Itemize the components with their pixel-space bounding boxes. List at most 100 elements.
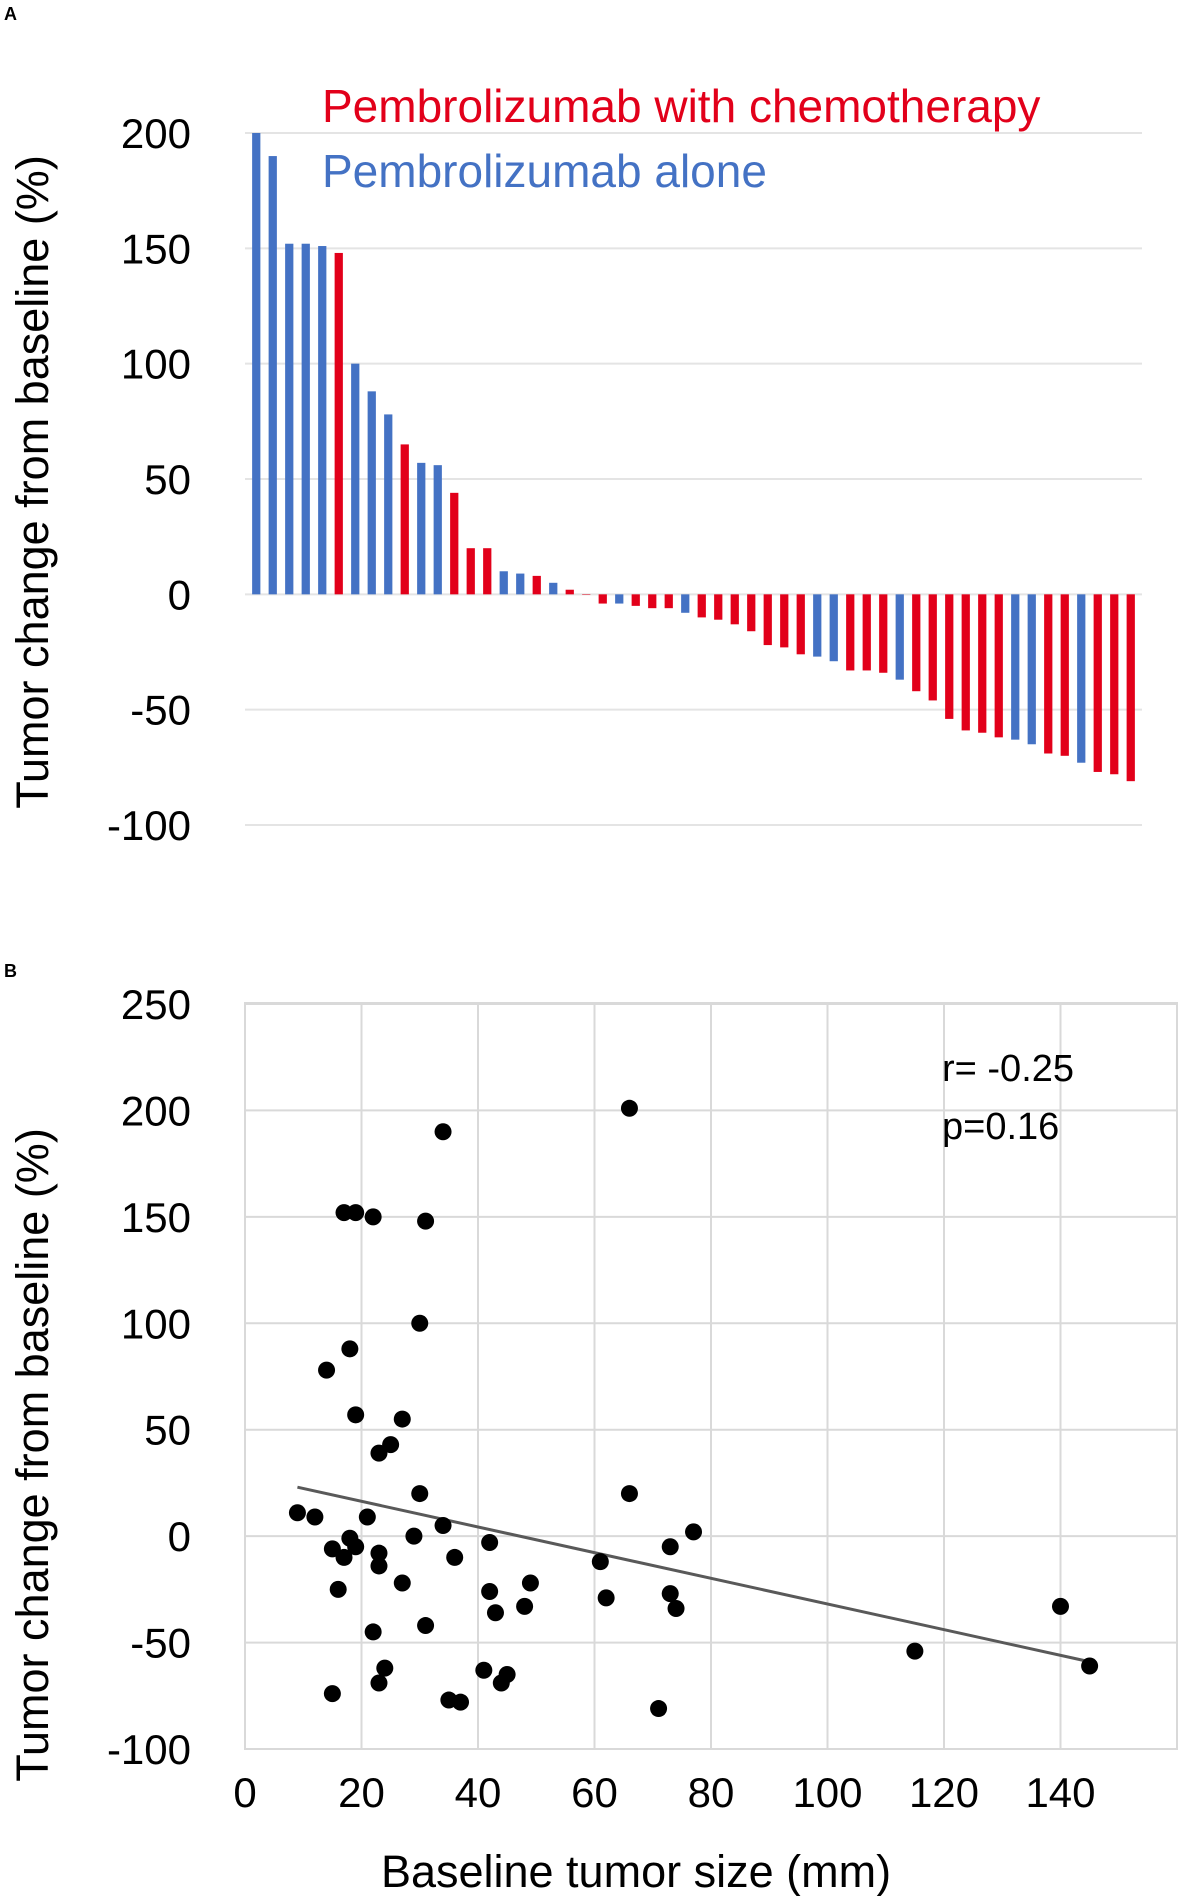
bar	[367, 391, 376, 595]
bar	[1011, 594, 1020, 740]
data-point	[1081, 1657, 1099, 1675]
bar	[763, 594, 772, 646]
y-axis-label: Tumor change from baseline (%)	[7, 155, 58, 809]
bar	[1110, 594, 1119, 775]
bar	[631, 594, 640, 606]
y-tick-labels: 200 150 100 50 0 -50 -100	[107, 110, 191, 849]
bar	[714, 594, 723, 620]
bar	[796, 594, 805, 655]
data-point	[323, 1685, 341, 1703]
bar	[1093, 594, 1102, 772]
bar	[928, 594, 937, 701]
bar	[318, 246, 327, 595]
bar	[829, 594, 838, 662]
bar	[483, 548, 492, 595]
grid-lines	[244, 1003, 1177, 1750]
bar	[961, 594, 970, 731]
bar	[978, 594, 987, 733]
data-point	[347, 1406, 365, 1424]
waterfall-chart: 200 150 100 50 0 -50 -100 Tumor change from ba…	[7, 80, 1142, 849]
panel-label-b: B	[4, 961, 17, 981]
data-point	[335, 1548, 353, 1566]
bar	[516, 573, 525, 595]
x-tick-label: 120	[909, 1769, 979, 1816]
bar	[334, 252, 343, 595]
y-tick-label: -100	[107, 802, 191, 849]
bars	[252, 133, 1135, 782]
bar	[301, 243, 310, 595]
data-point	[393, 1410, 411, 1428]
data-point	[591, 1553, 609, 1571]
bar	[895, 594, 904, 680]
bar	[598, 594, 607, 604]
data-point	[347, 1538, 365, 1556]
bar	[384, 414, 393, 595]
bar	[285, 243, 294, 595]
bar	[532, 575, 541, 595]
p-value: p=0.16	[942, 1106, 1059, 1148]
data-point	[481, 1534, 499, 1552]
data-point	[498, 1666, 516, 1683]
data-point	[620, 1099, 638, 1117]
grid-lines	[245, 132, 1142, 826]
y-tick-label: 150	[121, 1194, 191, 1241]
data-point	[370, 1544, 388, 1562]
y-tick-label: 50	[144, 1407, 191, 1454]
y-tick-label: 250	[121, 981, 191, 1028]
data-point	[1052, 1597, 1069, 1615]
data-point	[906, 1642, 924, 1660]
data-point	[364, 1208, 382, 1226]
y-tick-label: 100	[121, 1300, 191, 1347]
bar	[1126, 594, 1135, 782]
y-tick-label: 200	[121, 110, 191, 157]
bar	[994, 594, 1003, 738]
x-tick-label: 0	[233, 1769, 256, 1816]
data-point	[358, 1508, 376, 1526]
data-point	[341, 1340, 359, 1358]
data-point	[486, 1604, 504, 1622]
bar	[1027, 594, 1036, 745]
bar	[912, 594, 921, 692]
x-tick-label: 40	[455, 1769, 502, 1816]
y-tick-label: 50	[144, 456, 191, 503]
data-point	[597, 1589, 615, 1607]
bar	[615, 594, 624, 604]
data-point	[521, 1574, 539, 1592]
bar	[433, 465, 442, 595]
x-tick-label: 80	[688, 1769, 735, 1816]
data-point	[650, 1700, 668, 1718]
bar	[747, 594, 756, 632]
bar	[499, 571, 508, 595]
data-point	[661, 1585, 679, 1603]
y-tick-label: 150	[121, 225, 191, 272]
y-tick-label: -50	[130, 687, 191, 734]
data-point	[370, 1674, 388, 1692]
data-point	[685, 1523, 703, 1541]
data-point	[364, 1623, 382, 1641]
y-tick-label: 100	[121, 341, 191, 388]
bar	[466, 548, 475, 595]
correlation-r: r= -0.25	[942, 1048, 1074, 1090]
plot-border	[244, 1002, 1178, 1750]
bar	[780, 594, 789, 648]
y-tick-label: -50	[130, 1620, 191, 1667]
bar	[565, 589, 574, 595]
legend-item-alone: Pembrolizumab alone	[322, 145, 767, 197]
data-point	[318, 1361, 336, 1379]
bar	[648, 594, 657, 609]
data-point	[446, 1548, 464, 1566]
y-tick-label: 0	[168, 571, 191, 618]
y-axis-label: Tumor change from baseline (%)	[7, 1128, 58, 1782]
data-point	[405, 1527, 423, 1545]
x-tick-label: 140	[1025, 1769, 1095, 1816]
bar	[879, 594, 888, 673]
data-point	[411, 1485, 429, 1503]
data-point	[411, 1314, 429, 1332]
x-tick-label: 20	[338, 1769, 385, 1816]
legend: Pembrolizumab with chemotherapy Pembroli…	[322, 80, 1040, 197]
bar	[417, 462, 426, 595]
bar	[1044, 594, 1053, 754]
data-point	[306, 1508, 324, 1526]
x-tick-labels: 0 20 40 60 80 100 120 140	[233, 1769, 1095, 1816]
